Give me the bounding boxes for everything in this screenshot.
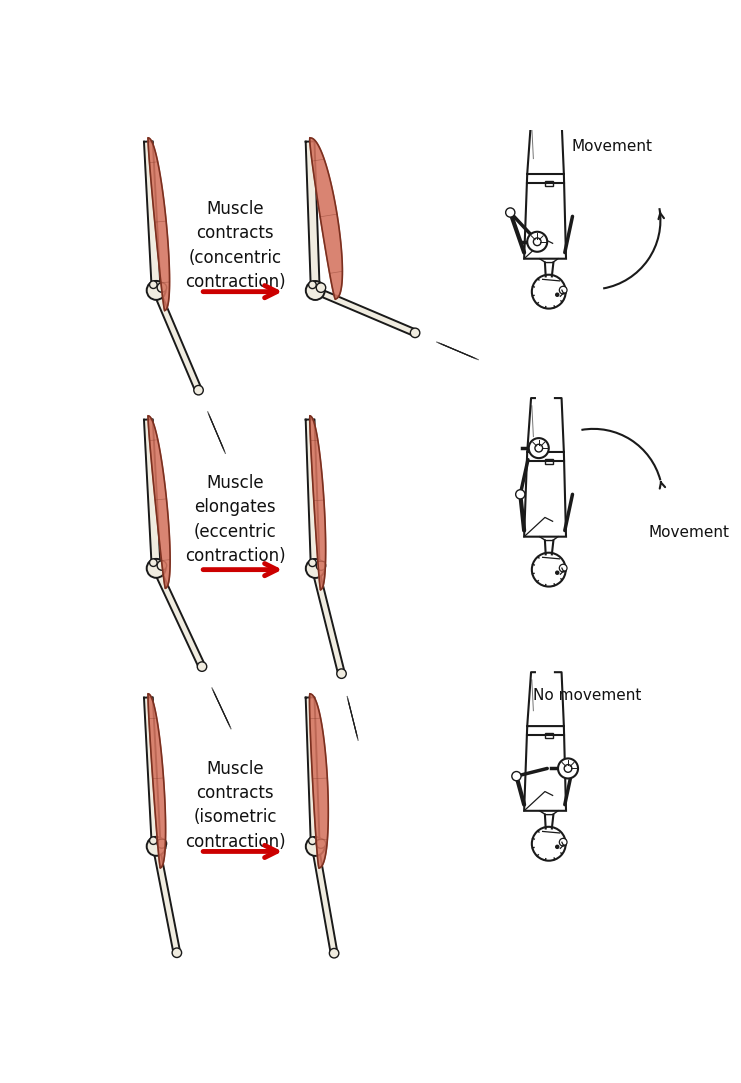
Polygon shape [153, 566, 205, 668]
Circle shape [150, 559, 157, 566]
Circle shape [309, 559, 316, 566]
Text: Movement: Movement [571, 140, 652, 155]
Circle shape [194, 386, 203, 395]
Circle shape [309, 280, 316, 288]
Circle shape [559, 286, 567, 293]
Polygon shape [310, 138, 342, 299]
Polygon shape [314, 287, 416, 336]
Text: Muscle
contracts
(isometric
contraction): Muscle contracts (isometric contraction) [185, 760, 285, 851]
Circle shape [316, 561, 326, 571]
Circle shape [558, 758, 578, 779]
Bar [545, 181, 553, 185]
Circle shape [309, 837, 316, 845]
Circle shape [157, 561, 167, 571]
Polygon shape [310, 416, 325, 589]
Circle shape [197, 662, 207, 671]
Circle shape [157, 283, 167, 292]
Circle shape [147, 280, 166, 300]
Circle shape [316, 283, 326, 292]
Polygon shape [148, 416, 170, 588]
Polygon shape [312, 567, 345, 675]
Polygon shape [153, 846, 180, 953]
Circle shape [512, 771, 521, 781]
Polygon shape [306, 419, 319, 569]
Text: Movement: Movement [649, 525, 730, 540]
Polygon shape [148, 694, 165, 867]
Polygon shape [148, 138, 170, 311]
Circle shape [411, 328, 420, 338]
Circle shape [157, 838, 167, 848]
Circle shape [556, 846, 559, 848]
Circle shape [559, 838, 567, 846]
Circle shape [534, 238, 541, 246]
Circle shape [556, 293, 559, 297]
Circle shape [535, 444, 542, 452]
Circle shape [556, 571, 559, 574]
Circle shape [306, 559, 325, 578]
Circle shape [559, 564, 567, 572]
Circle shape [336, 669, 346, 678]
Circle shape [529, 439, 549, 458]
Polygon shape [312, 846, 337, 954]
Circle shape [532, 826, 565, 861]
Polygon shape [306, 142, 319, 290]
Circle shape [532, 552, 565, 587]
Circle shape [150, 837, 157, 845]
Text: Muscle
contracts
(concentric
contraction): Muscle contracts (concentric contraction… [185, 200, 285, 291]
Circle shape [147, 559, 166, 578]
Text: No movement: No movement [533, 688, 642, 703]
Circle shape [150, 280, 157, 288]
Circle shape [527, 232, 548, 251]
Polygon shape [144, 697, 161, 847]
Circle shape [306, 280, 325, 300]
Circle shape [147, 837, 166, 856]
Text: Muscle
elongates
(eccentric
contraction): Muscle elongates (eccentric contraction) [185, 474, 285, 565]
Polygon shape [153, 289, 202, 391]
Circle shape [564, 765, 572, 772]
Polygon shape [306, 697, 319, 847]
Circle shape [329, 949, 339, 958]
Circle shape [516, 490, 525, 499]
Bar [545, 459, 553, 464]
Circle shape [532, 275, 565, 309]
Polygon shape [144, 141, 161, 290]
Circle shape [316, 839, 326, 848]
Circle shape [172, 948, 182, 957]
Polygon shape [144, 419, 161, 569]
Polygon shape [310, 694, 328, 867]
Circle shape [306, 837, 325, 856]
Bar [545, 733, 553, 738]
Circle shape [505, 208, 515, 217]
